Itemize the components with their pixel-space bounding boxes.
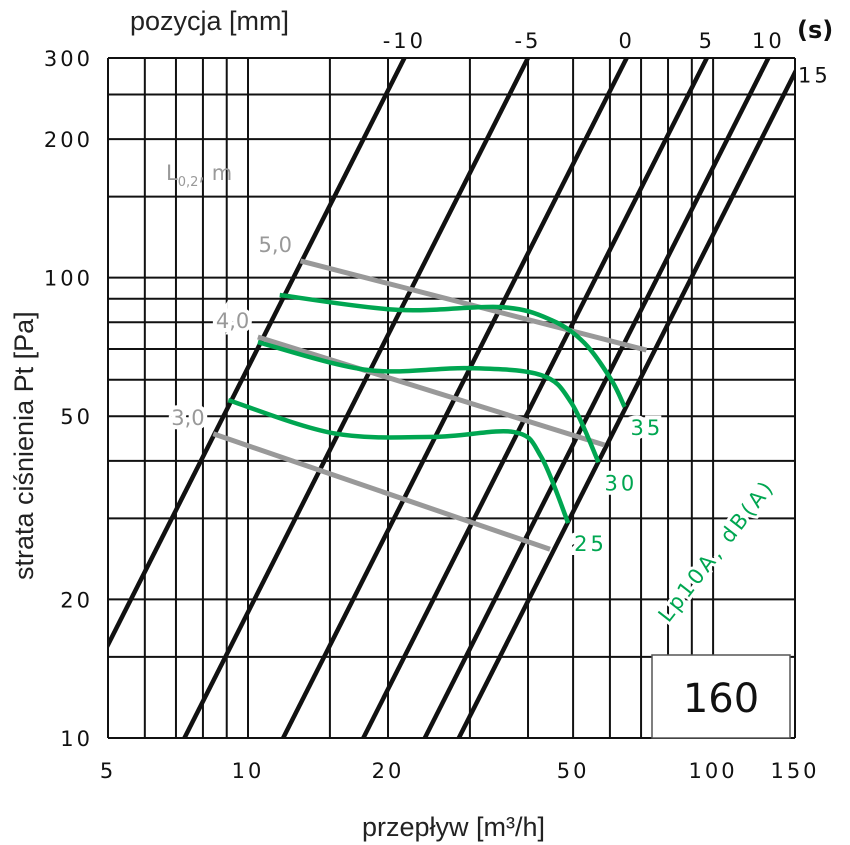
y-tick-label: 50 [60, 405, 93, 429]
y-tick-label: 300 [44, 47, 93, 71]
throw-line [212, 431, 551, 552]
position-label: 5 [699, 29, 715, 53]
throw-label: 4,0 [216, 309, 249, 333]
top-axis-label: pozycja [mm] [130, 6, 289, 36]
noise-legend: Lp10A, dB(A) [653, 475, 779, 627]
position-label: 15 [798, 64, 831, 88]
position-label: 10 [752, 29, 785, 53]
x-axis-label: przepływ [m³/h] [362, 812, 545, 842]
position-line [181, 58, 531, 738]
noise-label: 25 [574, 532, 607, 556]
noise-label: 35 [631, 416, 664, 440]
position-lines [108, 58, 795, 738]
x-tick-label: 50 [557, 759, 590, 783]
y-axis-label: strata ciśnienia Pt [Pa] [9, 311, 39, 580]
noise-label: 30 [604, 471, 637, 495]
position-line [360, 58, 710, 738]
throw-legend: L0,2, m [166, 161, 232, 190]
throw-label: 5,0 [259, 233, 292, 257]
size-box [651, 654, 791, 739]
x-tick-label: 5 [100, 759, 116, 783]
x-tick-label: 150 [770, 759, 819, 783]
y-tick-label: 100 [44, 267, 93, 291]
y-tick-label: 20 [60, 588, 93, 612]
y-tick-label: 200 [44, 128, 93, 152]
throw-label: 3,0 [171, 406, 204, 430]
noise-curves: 35 30 25 [227, 292, 664, 560]
throw-line [257, 334, 606, 448]
position-label: 0 [618, 29, 634, 53]
x-tick-label: 20 [372, 759, 405, 783]
noise-curve [257, 340, 601, 464]
throw-lines: 5,0 4,0 3,0 [167, 229, 648, 552]
x-tick-label: 10 [232, 759, 265, 783]
position-label: -5 [514, 29, 541, 53]
noise-curve [227, 397, 571, 524]
labels: 5 10 20 50 100 150 10 20 50 100 200 300 -10 -5 0 5 10 15 [44, 29, 831, 783]
grid [107, 57, 796, 739]
position-label: -10 [383, 29, 426, 53]
noise-curve [279, 292, 627, 408]
y-tick-label: 10 [60, 727, 93, 751]
size-label: 160 [683, 676, 759, 722]
top-axis-unit: (s) [797, 16, 833, 44]
position-line [108, 58, 407, 650]
position-line [456, 67, 795, 738]
x-tick-label: 100 [689, 759, 738, 783]
